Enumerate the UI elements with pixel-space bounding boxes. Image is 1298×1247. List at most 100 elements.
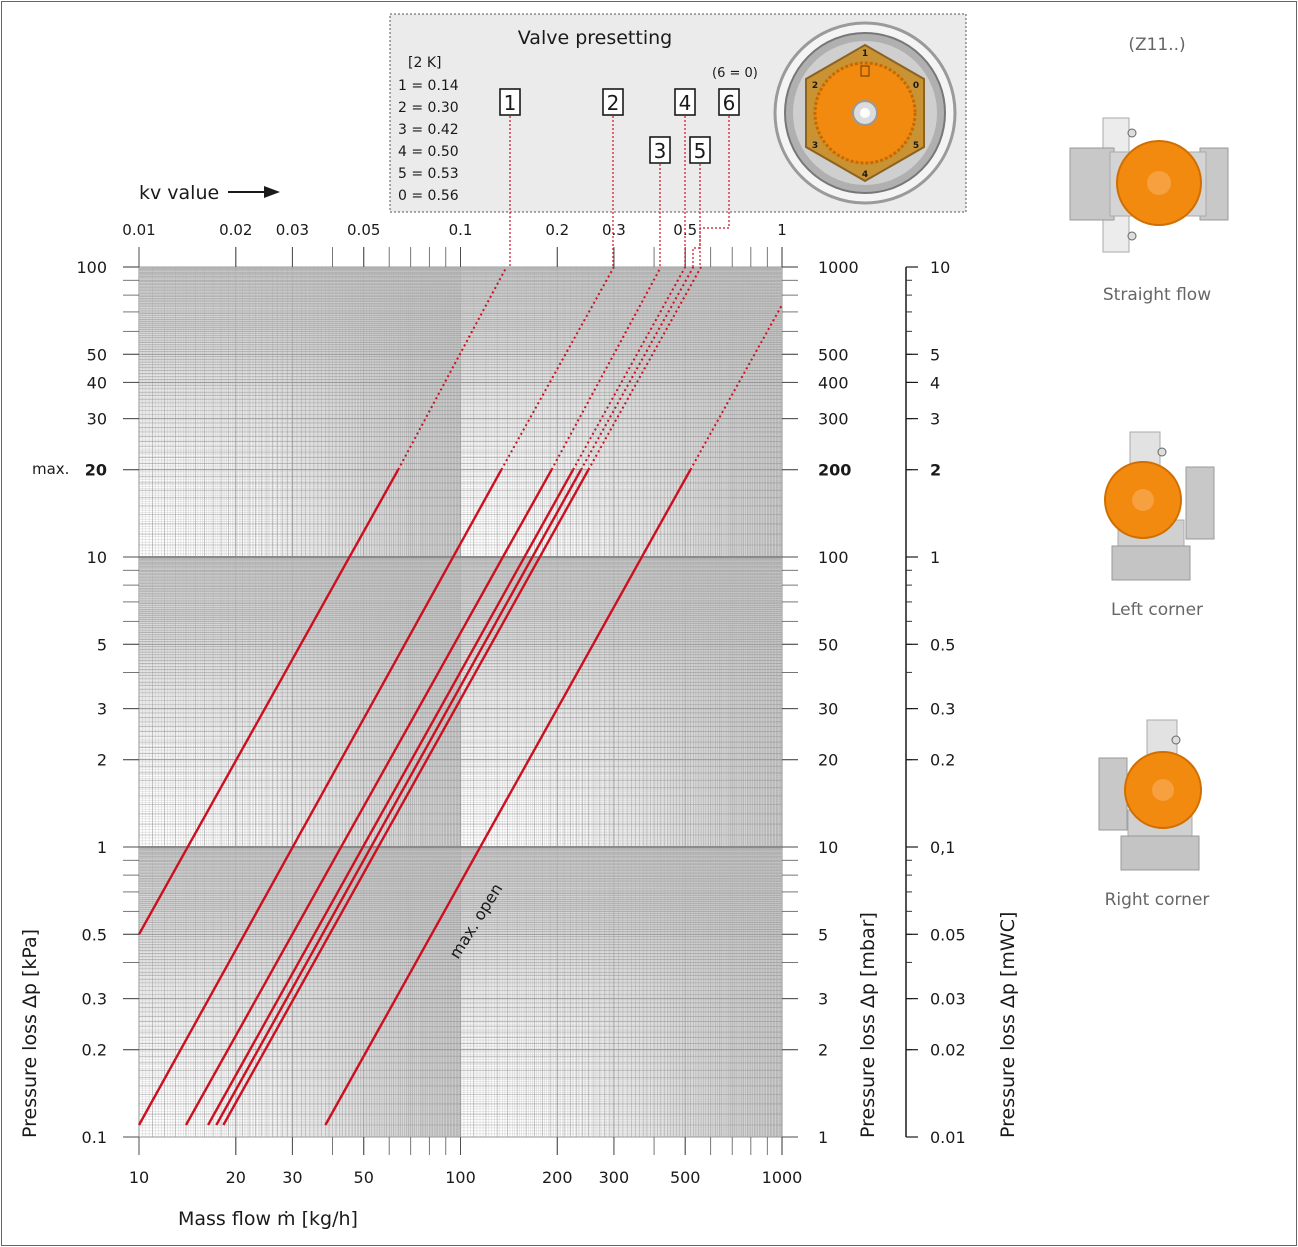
- y-tick-label-mwc: 0.02: [930, 1041, 966, 1060]
- curves: [137, 266, 783, 1126]
- marker-3: 3: [649, 136, 671, 164]
- marker-2: 2: [602, 88, 624, 116]
- max-label: max.: [32, 460, 69, 478]
- y-tick-label-mwc: 0.3: [930, 700, 955, 719]
- y-tick-label-kpa: 10: [87, 548, 107, 567]
- kv-value-label: kv value: [139, 182, 219, 204]
- y-axis-title-mbar: Pressure loss Δp [mbar]: [857, 912, 879, 1138]
- svg-text:2: 2: [607, 91, 620, 115]
- curve-1-dotted: [397, 266, 508, 471]
- y-tick-label-kpa: 50: [87, 345, 107, 364]
- svg-text:5: 5: [694, 139, 707, 163]
- kv-tick-label: 0.3: [602, 221, 626, 239]
- y-tick-label-kpa: 0.2: [82, 1041, 107, 1060]
- kv-arrow-icon: [228, 186, 280, 198]
- x-tick-label: 100: [445, 1168, 476, 1187]
- y-tick-label-kpa: 30: [87, 410, 107, 429]
- x-tick-label: 50: [354, 1168, 374, 1187]
- y-tick-label-mbar: 2: [818, 1041, 828, 1060]
- x-tick-label: 200: [542, 1168, 573, 1187]
- y-tick-label-mbar: 1: [818, 1128, 828, 1147]
- y-tick-label-mwc: 5: [930, 345, 940, 364]
- grid: [138, 266, 783, 1138]
- y-tick-label-mwc: 0.2: [930, 751, 955, 770]
- y-tick-label-mwc: 4: [930, 373, 940, 392]
- y-tick-label-kpa: 40: [87, 373, 107, 392]
- y-tick-label-mbar: 1000: [818, 258, 859, 277]
- variant-label-straight: Straight flow: [1103, 285, 1211, 305]
- curve-6-solid: [222, 469, 590, 1126]
- y-tick-label-mbar: 500: [818, 345, 849, 364]
- presetting-value: 2 = 0.30: [398, 100, 459, 116]
- curve-1-solid: [137, 469, 400, 935]
- variant-code: (Z11..): [1128, 35, 1185, 55]
- presetting-value: 0 = 0.56: [398, 188, 459, 204]
- dial-number: 5: [913, 141, 919, 151]
- dial-number: 0: [913, 81, 919, 91]
- curve-7-dotted: [689, 304, 783, 471]
- presetting-value: 1 = 0.14: [398, 78, 459, 94]
- svg-text:6: 6: [723, 91, 736, 115]
- y-tick-label-kpa: 0.1: [82, 1128, 107, 1147]
- y-tick-label-mbar: 200: [818, 461, 851, 480]
- y-tick-label-kpa: 100: [76, 258, 107, 277]
- presetting-unit: [2 K]: [408, 55, 441, 71]
- curve-5-solid: [215, 469, 583, 1126]
- y-tick-label-kpa: 1: [97, 838, 107, 857]
- svg-text:1: 1: [504, 91, 517, 115]
- y-tick-label-kpa: 5: [97, 635, 107, 654]
- kv-tick-label: 0.03: [276, 221, 309, 239]
- svg-text:3: 3: [654, 139, 667, 163]
- curve-6-dotted: [587, 266, 702, 471]
- right-corner-valve-icon: [1098, 719, 1202, 871]
- dial-number: 4: [862, 170, 868, 180]
- x-tick-label: 500: [670, 1168, 701, 1187]
- y-tick-label-mwc: 0,1: [930, 838, 955, 857]
- y-tick-label-mwc: 1: [930, 548, 940, 567]
- marker-6: 6: [718, 88, 740, 116]
- presetting-value: 3 = 0.42: [398, 122, 459, 138]
- dial-number: 3: [812, 141, 818, 151]
- presetting-value: 4 = 0.50: [398, 144, 459, 160]
- y-tick-label-mwc: 10: [930, 258, 950, 277]
- presetting-value: 5 = 0.53: [398, 166, 459, 182]
- y-tick-label-mbar: 300: [818, 410, 849, 429]
- variant-label-left: Left corner: [1111, 600, 1203, 620]
- y-tick-label-mbar: 100: [818, 548, 849, 567]
- dial-number: 1: [862, 49, 868, 59]
- curve-2-solid: [137, 469, 503, 1126]
- y-tick-label-kpa: 0.3: [82, 990, 107, 1009]
- straight-flow-valve-icon: [1069, 117, 1229, 253]
- y-tick-label-kpa: 2: [97, 751, 107, 770]
- x-tick-label: 30: [282, 1168, 302, 1187]
- y-tick-label-kpa: 20: [85, 461, 107, 480]
- y-tick-label-mbar: 30: [818, 700, 838, 719]
- marker-leaders: [509, 116, 730, 267]
- kv-tick-label: 0.2: [545, 221, 569, 239]
- kv-tick-label: 0.02: [219, 221, 252, 239]
- svg-text:4: 4: [679, 91, 692, 115]
- kv-tick-label: 1: [777, 221, 787, 239]
- y-tick-label-mbar: 3: [818, 990, 828, 1009]
- y-tick-label-mwc: 0.5: [930, 635, 955, 654]
- x-axis-title: Mass flow ṁ [kg/h]: [178, 1208, 358, 1230]
- x-tick-label: 10: [129, 1168, 149, 1187]
- y-tick-label-mbar: 10: [818, 838, 838, 857]
- grid-band: [139, 846, 782, 848]
- y-tick-label-mwc: 0.05: [930, 925, 966, 944]
- y-tick-label-kpa: 3: [97, 700, 107, 719]
- presetting-note: (6 = 0): [712, 66, 758, 81]
- marker-4: 4: [674, 88, 696, 116]
- y-tick-label-mbar: 50: [818, 635, 838, 654]
- curve-4-dotted: [572, 266, 687, 471]
- y-tick-label-mwc: 3: [930, 410, 940, 429]
- y-tick-label-kpa: 0.5: [82, 925, 107, 944]
- y-tick-label-mwc: 2: [930, 461, 941, 480]
- marker-5: 5: [689, 136, 711, 164]
- curve-2-dotted: [500, 266, 615, 471]
- variant-label-right: Right corner: [1105, 890, 1210, 910]
- presetting-dial-icon: 1 0 5 4 3 2: [773, 21, 957, 205]
